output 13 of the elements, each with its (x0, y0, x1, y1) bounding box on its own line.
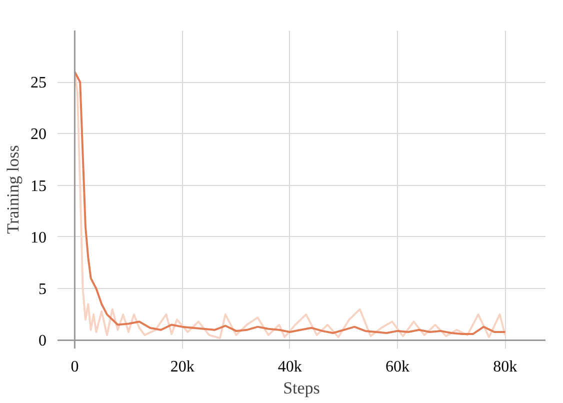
y-tick-label: 10 (30, 229, 46, 246)
x-tick-label: 60k (386, 358, 410, 376)
y-tick-label: 15 (30, 178, 46, 195)
y-axis-title: Training loss (4, 145, 22, 234)
x-tick-label: 40k (278, 358, 302, 376)
x-axis-title: Steps (283, 378, 320, 398)
y-tick-label: 20 (30, 126, 46, 144)
x-tick-label: 20k (170, 358, 194, 376)
y-tick-label: 5 (38, 281, 46, 298)
x-tick-label: 0 (70, 358, 79, 376)
y-tick-label: 0 (38, 332, 46, 350)
y-tick-label: 25 (30, 74, 46, 92)
x-tick-label: 80k (493, 358, 518, 376)
